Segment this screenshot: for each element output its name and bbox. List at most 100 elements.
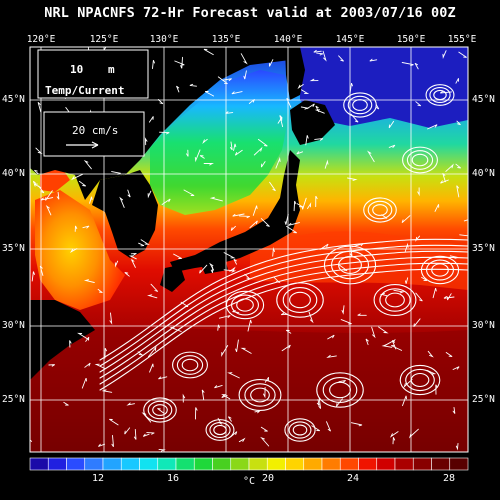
current-vector-arrow [279,115,284,128]
current-vector-arrow [39,265,44,276]
current-vector-arrow [269,181,276,192]
colorbar-swatch [266,457,286,471]
current-vector-arrow [71,173,83,181]
current-vector-arrow [176,85,180,93]
current-vector-arrow [318,397,322,409]
current-vector-arrow [401,215,411,224]
current-vector-arrow [350,422,363,427]
lat-label-right-30n: 30°N [472,320,495,331]
eddy-streamline [316,372,364,408]
current-vector-arrow [147,190,152,199]
current-vector-arrow [415,235,421,242]
current-vector-arrow [445,163,454,172]
eddy-streamline [406,150,434,170]
current-vector-arrow [69,340,72,348]
current-vector-arrow [381,214,388,219]
current-vector-arrow [327,334,335,340]
current-vector-arrow [104,347,107,359]
colorbar-swatch [285,457,305,471]
colorbar-swatch [193,457,213,471]
colorbar-swatch [84,457,104,471]
current-vector-arrow [427,124,438,130]
current-vector-arrow [307,202,312,209]
okhotsk-cold-water [300,47,468,128]
current-vector-arrow [388,120,395,129]
current-vector-arrow [311,425,321,432]
current-vector-arrow [223,269,237,273]
colorbar-swatch [321,457,341,471]
current-vector-arrow [316,399,320,406]
current-vector-arrow [402,395,407,407]
current-vector-arrow [273,276,281,284]
current-vector-arrow [404,242,409,253]
current-vector-arrow [232,310,240,313]
current-vector-arrow [260,426,268,432]
current-vector-arrow [38,185,45,194]
lat-label-left-25n: 25°N [2,394,25,405]
lon-label-155e: 155°E [447,34,477,45]
eddy-streamline [143,397,177,423]
current-vector-arrow [56,191,60,200]
current-vector-arrow [413,318,421,327]
current-vector-arrow [379,293,388,297]
eddy-streamline [284,418,316,442]
current-vector-arrow [268,59,274,67]
current-vector-arrow [257,138,268,147]
current-vector-arrow [127,189,131,198]
current-vector-arrow [263,387,266,399]
depth-legend-box [37,49,149,99]
current-vector-arrow [141,412,152,423]
current-vector-arrow [281,344,291,352]
current-vector-arrow [152,60,155,70]
colorbar-swatch [157,457,177,471]
current-vector-arrow [199,264,208,274]
colorbar-swatch [47,457,67,471]
lat-label-right-45n: 45°N [472,94,495,105]
japan-shikoku [200,258,228,274]
current-vector-arrow [230,225,236,231]
current-vector-arrow [260,161,266,168]
current-vector-arrow [235,339,239,352]
current-vector-arrow [349,246,353,257]
current-vector-arrow [45,204,52,216]
current-vector-arrow [221,394,228,399]
lon-label-130e: 130°E [149,34,179,45]
current-vector-arrow [367,150,375,163]
current-vector-arrow [77,332,90,341]
lat-label-right-35n: 35°N [472,243,495,254]
vector-scale-arrowhead [91,141,99,149]
current-vector-arrow [296,151,304,155]
current-vector-arrow [240,53,248,65]
colorbar-tick-16: 16 [166,473,180,484]
eddy-streamline [172,351,208,379]
current-vector-arrow [69,248,78,254]
current-vector-arrow [228,416,232,422]
colorbar-swatch [139,457,159,471]
current-vector-arrow [455,78,459,84]
current-vector-arrow [463,219,468,222]
current-vector-arrow [336,398,343,407]
current-vector-arrow [229,141,233,151]
eddy-streamline [385,292,405,308]
current-vector-arrow [223,252,236,259]
current-vector-arrow [393,289,405,294]
current-vector-arrow [238,215,250,219]
forecast-title: NRL NPACNFS 72-Hr Forecast valid at 2003… [44,5,456,21]
colorbar-swatch [394,457,414,471]
current-vector-arrow [83,160,92,170]
current-vector-arrow [260,436,270,447]
japan-honshu [170,150,300,272]
eddy-streamline [367,200,393,220]
current-vector-arrow [218,315,231,319]
current-vector-arrow [217,324,220,331]
lon-label-120e: 120°E [26,34,56,45]
current-vector-arrow [124,272,130,277]
lat-label-left-30n: 30°N [2,320,25,331]
current-vector-arrow [157,408,165,414]
current-vector-arrow [203,48,214,56]
current-vector-arrow [264,377,270,383]
temperature-colorbar [29,457,469,471]
current-vector-arrow [392,437,396,445]
colorbar-swatch [175,457,195,471]
eddy-streamline [288,421,312,439]
